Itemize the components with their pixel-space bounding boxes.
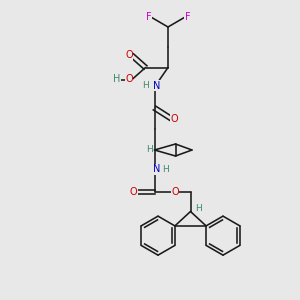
Text: O: O	[125, 50, 133, 61]
Text: O: O	[170, 113, 178, 124]
Text: H: H	[163, 165, 169, 174]
Text: F: F	[146, 11, 151, 22]
Text: O: O	[130, 187, 137, 197]
Text: H: H	[146, 146, 153, 154]
Text: F: F	[185, 11, 190, 22]
Text: N: N	[153, 80, 161, 91]
Text: N: N	[153, 164, 161, 175]
Text: H: H	[196, 204, 202, 213]
Text: O: O	[125, 74, 133, 85]
Text: O: O	[171, 187, 179, 197]
Text: H: H	[142, 81, 149, 90]
Text: H: H	[113, 74, 121, 85]
